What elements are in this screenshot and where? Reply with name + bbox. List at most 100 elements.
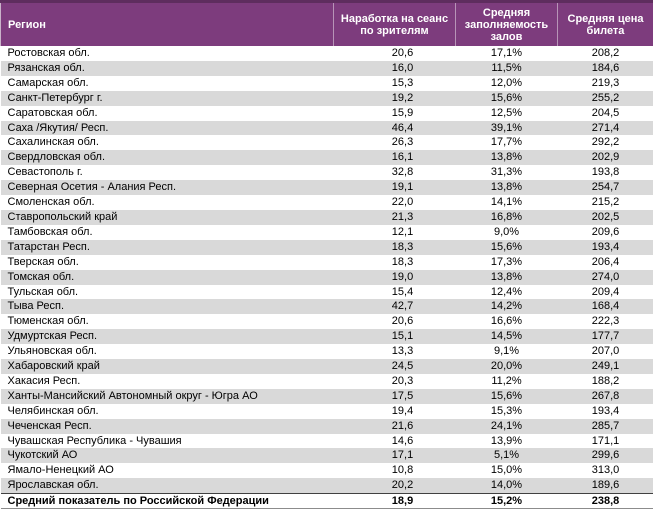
occupancy-cell: 16,8% <box>455 209 558 225</box>
per-session-cell: 46,4 <box>333 120 456 136</box>
region-cell: Ямало-Ненецкий АО <box>7 464 114 477</box>
region-cell: Самарская обл. <box>7 76 89 89</box>
region-cell: Свердловская обл. <box>0 150 334 166</box>
table-row: Удмуртская Респ. 15,1 14,5% 177,7 <box>0 329 653 345</box>
region-cell: Тамбовская обл. <box>7 225 93 238</box>
price-cell: 215,2 <box>591 196 620 209</box>
occupancy-cell: 15,6% <box>455 239 558 255</box>
price-cell: 193,4 <box>591 404 620 417</box>
table-row: Тамбовская обл. 12,1 9,0% 209,6 <box>1 225 653 240</box>
region-cell: Тульская обл. <box>7 285 79 298</box>
region-cell: Чеченская Респ. <box>0 418 334 434</box>
per-session-cell: 20,3 <box>391 374 414 387</box>
price-cell: 188,2 <box>591 374 620 387</box>
table-row: Чукотский АО 17,1 5,1% 299,6 <box>0 448 653 464</box>
price-cell: 249,1 <box>557 359 653 374</box>
per-session-cell: 14,6 <box>391 434 414 447</box>
region-cell: Смоленская обл. <box>7 196 95 209</box>
occupancy-cell: 20,0% <box>455 359 558 374</box>
occupancy-cell: 15,6% <box>455 90 558 106</box>
table-row: Томская обл. 19,0 13,8% 274,0 <box>0 269 653 285</box>
table-row: Свердловская обл. 16,1 13,8% 202,9 <box>0 150 653 166</box>
table-row: Ростовская обл. 20,6 17,1% 208,2 <box>1 46 653 61</box>
occupancy-cell: 16,6% <box>490 315 523 328</box>
occupancy-cell: 12,4% <box>490 285 523 298</box>
summary-occupancy-cell: 15,2% <box>455 493 558 510</box>
region-cell: Ярославская обл. <box>0 478 334 494</box>
price-cell: 193,8 <box>591 166 620 179</box>
occupancy-cell: 15,6% <box>455 388 558 404</box>
region-cell: Хакасия Респ. <box>7 374 81 387</box>
occupancy-cell: 11,2% <box>491 374 522 387</box>
table-row: Ульяновская обл. 13,3 9,1% 207,0 <box>1 344 653 359</box>
per-session-cell: 13,3 <box>391 345 414 358</box>
summary-region-cell: Средний показатель по Российской Федерац… <box>0 493 334 510</box>
region-cell: Ульяновская обл. <box>7 345 97 358</box>
per-session-cell: 19,2 <box>333 90 456 106</box>
table-row: Тверская обл. 18,3 17,3% 206,4 <box>1 255 653 270</box>
table-row: Ярославская обл. 20,2 14,0% 189,6 <box>0 478 653 494</box>
column-header-per-session: Наработка на сеанс по зрителям <box>333 0 456 46</box>
price-cell: 274,0 <box>557 269 653 285</box>
region-cell: Тыва Респ. <box>0 299 334 315</box>
occupancy-cell: 9,1% <box>493 345 520 358</box>
table-row: Тульская обл. 15,4 12,4% 209,4 <box>1 285 653 300</box>
occupancy-cell: 5,1% <box>455 448 558 464</box>
per-session-cell: 15,4 <box>391 285 414 298</box>
table-footer: Средний показатель по Российской Федерац… <box>0 493 653 510</box>
region-cell: Сахалинская обл. <box>7 136 99 149</box>
table-row: Чеченская Респ. 21,6 24,1% 285,7 <box>0 418 653 434</box>
table-row: Хабаровский край 24,5 20,0% 249,1 <box>0 359 653 374</box>
region-cell: Томская обл. <box>0 269 334 285</box>
occupancy-cell: 11,5% <box>455 60 558 76</box>
price-cell: 204,5 <box>591 106 620 119</box>
occupancy-cell: 14,2% <box>455 299 558 315</box>
occupancy-cell: 24,1% <box>455 418 558 434</box>
column-header-price: Средняя цена билета <box>557 0 653 46</box>
per-session-cell: 20,6 <box>391 47 414 59</box>
summary-per-session-cell: 18,9 <box>333 493 456 510</box>
table-row: Самарская обл. 15,3 12,0% 219,3 <box>1 76 653 91</box>
occupancy-cell: 13,8% <box>455 180 558 196</box>
region-cell: Чукотский АО <box>0 448 334 464</box>
table-row: Севастополь г. 32,8 31,3% 193,8 <box>1 165 653 180</box>
occupancy-cell: 9,0% <box>493 225 520 238</box>
region-cell: Тверская обл. <box>7 255 79 268</box>
occupancy-cell: 15,0% <box>490 464 523 477</box>
per-session-cell: 15,1 <box>333 329 456 345</box>
table-row: Ямало-Ненецкий АО 10,8 15,0% 313,0 <box>1 463 653 478</box>
price-cell: 271,4 <box>557 120 653 136</box>
table-row: Тыва Респ. 42,7 14,2% 168,4 <box>0 299 653 315</box>
per-session-cell: 12,1 <box>391 225 414 238</box>
per-session-cell: 21,6 <box>333 418 456 434</box>
occupancy-cell: 17,3% <box>490 255 523 268</box>
summary-row: Средний показатель по Российской Федерац… <box>0 493 653 510</box>
price-cell: 202,9 <box>557 150 653 166</box>
price-cell: 206,4 <box>591 255 620 268</box>
per-session-cell: 16,0 <box>333 60 456 76</box>
per-session-cell: 17,5 <box>333 388 456 404</box>
occupancy-cell: 12,5% <box>490 106 523 119</box>
occupancy-cell: 14,1% <box>490 196 523 209</box>
price-cell: 285,7 <box>557 418 653 434</box>
per-session-cell: 10,8 <box>391 464 414 477</box>
region-cell: Удмуртская Респ. <box>0 329 334 345</box>
price-cell: 168,4 <box>557 299 653 315</box>
per-session-cell: 22,0 <box>391 196 414 209</box>
region-cell: Татарстан Респ. <box>0 239 334 255</box>
per-session-cell: 26,3 <box>391 136 414 149</box>
occupancy-cell: 14,0% <box>455 478 558 494</box>
per-session-cell: 18,3 <box>333 239 456 255</box>
per-session-cell: 42,7 <box>333 299 456 315</box>
region-cell: Саратовская обл. <box>7 106 98 119</box>
region-cell: Рязанская обл. <box>0 60 334 76</box>
table-row: Рязанская обл. 16,0 11,5% 184,6 <box>0 60 653 76</box>
price-cell: 184,6 <box>557 60 653 76</box>
table-header: Регион Наработка на сеанс по зрителям Ср… <box>0 0 653 46</box>
occupancy-cell: 15,3% <box>490 404 523 417</box>
per-session-cell: 17,1 <box>333 448 456 464</box>
table-row: Татарстан Респ. 18,3 15,6% 193,4 <box>0 239 653 255</box>
table-row: Ставропольский край 21,3 16,8% 202,5 <box>0 209 653 225</box>
price-cell: 219,3 <box>591 76 620 89</box>
occupancy-cell: 14,5% <box>455 329 558 345</box>
